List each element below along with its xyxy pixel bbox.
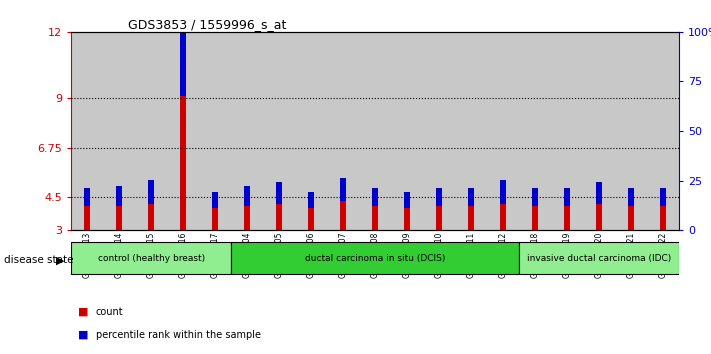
- Bar: [199, 32, 231, 230]
- Bar: [500, 180, 506, 204]
- Bar: [116, 206, 122, 230]
- Bar: [244, 206, 250, 230]
- Bar: [71, 32, 103, 230]
- Bar: [660, 188, 666, 206]
- Bar: [500, 204, 506, 230]
- Text: invasive ductal carcinoma (IDC): invasive ductal carcinoma (IDC): [527, 254, 671, 263]
- Bar: [436, 188, 442, 206]
- Bar: [116, 186, 122, 206]
- Bar: [135, 32, 167, 230]
- Bar: [276, 182, 282, 204]
- Bar: [468, 188, 474, 206]
- Text: control (healthy breast): control (healthy breast): [97, 254, 205, 263]
- Bar: [628, 206, 634, 230]
- Bar: [391, 32, 423, 230]
- Bar: [628, 188, 634, 206]
- Text: percentile rank within the sample: percentile rank within the sample: [96, 330, 261, 339]
- Bar: [212, 208, 218, 230]
- Bar: [340, 201, 346, 230]
- Bar: [596, 204, 602, 230]
- Bar: [180, 0, 186, 96]
- Bar: [372, 206, 378, 230]
- Bar: [564, 188, 570, 206]
- Bar: [276, 204, 282, 230]
- Bar: [180, 96, 186, 230]
- Bar: [436, 206, 442, 230]
- Bar: [404, 208, 410, 230]
- Bar: [84, 206, 90, 230]
- Bar: [615, 32, 647, 230]
- Bar: [327, 32, 359, 230]
- Text: ▶: ▶: [55, 255, 64, 265]
- Bar: [244, 186, 250, 206]
- Text: ■: ■: [78, 307, 89, 316]
- Bar: [167, 32, 199, 230]
- Bar: [564, 206, 570, 230]
- Bar: [532, 188, 538, 206]
- Bar: [372, 188, 378, 206]
- Bar: [359, 32, 391, 230]
- Bar: [308, 192, 314, 208]
- FancyBboxPatch shape: [519, 242, 679, 274]
- Bar: [231, 32, 263, 230]
- Bar: [212, 192, 218, 208]
- Bar: [596, 182, 602, 204]
- Bar: [148, 204, 154, 230]
- Bar: [660, 206, 666, 230]
- Bar: [455, 32, 487, 230]
- Bar: [263, 32, 295, 230]
- Bar: [468, 206, 474, 230]
- Bar: [148, 180, 154, 204]
- Bar: [423, 32, 455, 230]
- FancyBboxPatch shape: [71, 242, 231, 274]
- Bar: [583, 32, 615, 230]
- Bar: [340, 178, 346, 201]
- Text: ductal carcinoma in situ (DCIS): ductal carcinoma in situ (DCIS): [305, 254, 445, 263]
- Bar: [103, 32, 135, 230]
- Text: ■: ■: [78, 330, 89, 339]
- Text: count: count: [96, 307, 124, 316]
- Bar: [84, 188, 90, 206]
- Text: disease state: disease state: [4, 255, 73, 265]
- Bar: [532, 206, 538, 230]
- Bar: [487, 32, 519, 230]
- Bar: [404, 192, 410, 208]
- FancyBboxPatch shape: [231, 242, 519, 274]
- Bar: [295, 32, 327, 230]
- Bar: [308, 208, 314, 230]
- Text: GDS3853 / 1559996_s_at: GDS3853 / 1559996_s_at: [128, 18, 287, 31]
- Bar: [647, 32, 679, 230]
- Bar: [519, 32, 551, 230]
- Bar: [551, 32, 583, 230]
